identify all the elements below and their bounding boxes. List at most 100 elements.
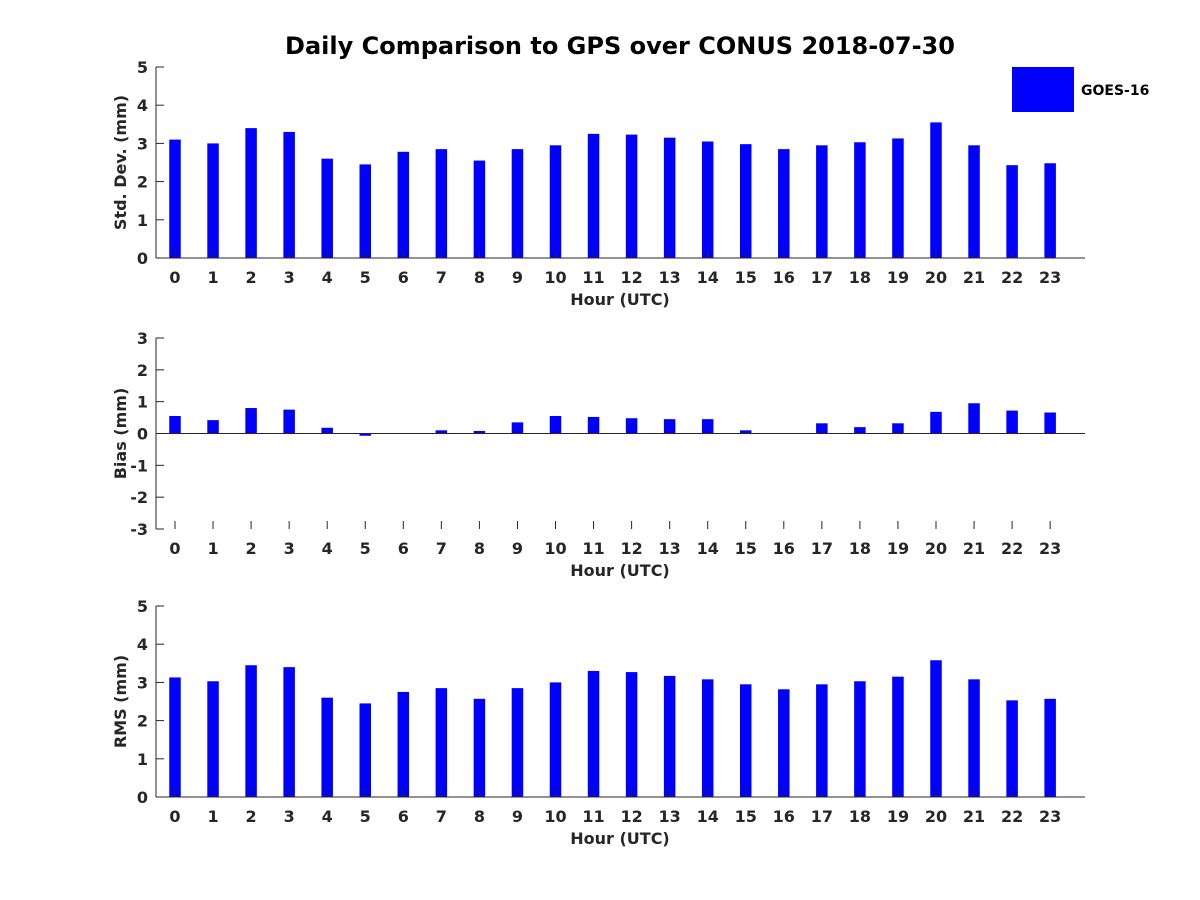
chart-title: Daily Comparison to GPS over CONUS 2018-… (285, 32, 955, 60)
bias-bar-10 (549, 415, 562, 434)
rms-xtick-label: 9 (512, 807, 523, 826)
std-dev-bar-16 (778, 149, 790, 258)
rms-x-axis-label: Hour (UTC) (570, 829, 670, 848)
rms-xtick-label: 3 (284, 807, 295, 826)
rms-bar-9 (511, 688, 524, 797)
bias-xtick-label: 7 (436, 539, 447, 558)
bias-bar-20 (930, 411, 942, 434)
rms-y-axis-label: RMS (mm) (111, 655, 130, 748)
std-dev-ytick-label: 4 (137, 96, 148, 115)
bias-bar-13 (663, 419, 676, 434)
rms-bar-0 (169, 677, 181, 797)
rms-bar-5 (359, 703, 371, 797)
rms-ytick-label: 1 (137, 750, 148, 769)
std-dev-bar-19 (892, 138, 904, 258)
rms-ytick-label: 2 (137, 712, 148, 731)
bias-xtick-label: 4 (322, 539, 333, 558)
rms-bar-4 (321, 697, 333, 797)
bias-bar-3 (283, 409, 295, 434)
rms-xtick-label: 16 (773, 807, 795, 826)
std-dev-ytick-label: 2 (137, 173, 148, 192)
std-dev-bar-21 (968, 145, 980, 258)
rms-xtick-label: 2 (246, 807, 257, 826)
std-dev-bar-12 (625, 134, 638, 258)
bias-xtick-label: 23 (1039, 539, 1061, 558)
bias-ytick-label: 3 (137, 329, 148, 348)
bias-bar-21 (968, 403, 980, 434)
std-dev-bar-10 (549, 145, 562, 258)
std-dev-xtick-label: 12 (620, 268, 642, 287)
std-dev-bar-3 (283, 131, 295, 258)
bias-ytick-label: 1 (137, 393, 148, 412)
rms-xtick-label: 18 (849, 807, 871, 826)
std-dev-bar-15 (740, 144, 752, 258)
rms-bar-20 (930, 660, 942, 797)
rms-ytick-label: 5 (137, 597, 148, 616)
bias-bar-23 (1044, 412, 1056, 434)
bias-xtick-label: 1 (207, 539, 218, 558)
std-dev-ytick-label: 5 (137, 58, 148, 77)
std-dev-xtick-label: 15 (735, 268, 757, 287)
rms-ytick-label: 3 (137, 673, 148, 692)
std-dev-bar-9 (511, 149, 524, 258)
std-dev-xtick-label: 17 (811, 268, 833, 287)
std-dev-bar-17 (816, 145, 828, 258)
rms-bar-8 (473, 698, 486, 797)
rms-xtick-label: 4 (322, 807, 333, 826)
std-dev-x-axis-label: Hour (UTC) (570, 290, 670, 309)
std-dev-bar-8 (473, 160, 486, 258)
std-dev-xtick-label: 4 (322, 268, 333, 287)
std-dev-bar-1 (207, 143, 219, 258)
std-dev-ytick-label: 0 (137, 249, 148, 268)
rms-bar-6 (397, 691, 410, 797)
bias-xtick-label: 14 (697, 539, 719, 558)
std-dev-bar-22 (1006, 165, 1018, 258)
rms-xtick-label: 7 (436, 807, 447, 826)
std-dev-ytick-label: 1 (137, 211, 148, 230)
rms-xtick-label: 12 (620, 807, 642, 826)
rms-xtick-label: 11 (582, 807, 604, 826)
rms-bar-19 (892, 676, 904, 797)
bias-ytick-label: -3 (130, 520, 148, 539)
std-dev-xtick-label: 20 (925, 268, 947, 287)
legend-label: GOES-16 (1081, 83, 1149, 99)
rms-xtick-label: 23 (1039, 807, 1061, 826)
bias-xtick-label: 22 (1001, 539, 1023, 558)
std-dev-xtick-label: 22 (1001, 268, 1023, 287)
rms-xtick-label: 6 (398, 807, 409, 826)
bias-xtick-label: 0 (169, 539, 180, 558)
bias-bar-8 (473, 430, 486, 434)
legend-swatch (1012, 67, 1074, 112)
rms-xtick-label: 19 (887, 807, 909, 826)
std-dev-xtick-label: 11 (582, 268, 604, 287)
rms-bar-2 (245, 665, 257, 797)
std-dev-xtick-label: 6 (398, 268, 409, 287)
rms-xtick-label: 17 (811, 807, 833, 826)
std-dev-bar-0 (169, 139, 181, 258)
std-dev-bar-4 (321, 158, 333, 258)
rms-bar-12 (625, 672, 638, 797)
std-dev-bar-13 (663, 137, 676, 258)
bias-x-axis-label: Hour (UTC) (570, 561, 670, 580)
rms-bar-14 (701, 679, 714, 797)
std-dev-bar-11 (587, 133, 600, 258)
bias-xtick-label: 21 (963, 539, 985, 558)
std-dev-xtick-label: 8 (474, 268, 485, 287)
rms-bar-16 (778, 689, 790, 797)
std-dev-xtick-label: 23 (1039, 268, 1061, 287)
rms-bar-23 (1044, 698, 1056, 797)
bias-ytick-label: 2 (137, 361, 148, 380)
bias-bar-22 (1006, 410, 1018, 434)
bias-bar-7 (435, 430, 448, 434)
std-dev-xtick-label: 13 (659, 268, 681, 287)
bias-xtick-label: 2 (246, 539, 257, 558)
bias-xtick-label: 18 (849, 539, 871, 558)
legend: GOES-16 (1012, 67, 1149, 112)
std-dev-bar-6 (397, 151, 410, 258)
std-dev-xtick-label: 7 (436, 268, 447, 287)
bias-bar-18 (854, 427, 866, 434)
